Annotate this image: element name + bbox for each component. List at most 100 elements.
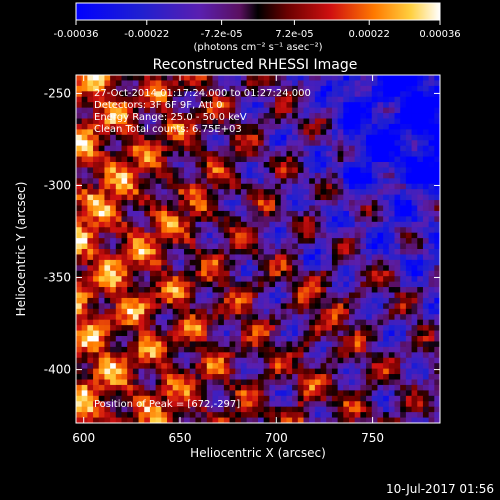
heatmap-cell <box>98 276 105 283</box>
heatmap-cell <box>98 346 105 353</box>
heatmap-cell <box>121 210 128 217</box>
heatmap-cell <box>115 221 122 228</box>
heatmap-cell <box>349 96 356 103</box>
heatmap-cell <box>309 287 316 293</box>
heatmap-cell <box>178 189 185 196</box>
heatmap-cell <box>178 91 185 98</box>
heatmap-cell <box>331 357 339 364</box>
heatmap-cell <box>400 395 407 402</box>
heatmap-cell <box>212 189 219 196</box>
heatmap-cell <box>309 259 316 266</box>
heatmap-cell <box>349 238 356 244</box>
heatmap-cell <box>258 162 265 168</box>
heatmap-cell <box>76 151 83 157</box>
heatmap-cell <box>326 412 333 418</box>
heatmap-cell <box>331 412 339 418</box>
heatmap-cell <box>326 205 333 212</box>
heatmap-cell <box>138 308 145 315</box>
heatmap-cell <box>110 303 117 310</box>
heatmap-cell <box>127 390 134 397</box>
heatmap-cell <box>394 265 401 272</box>
heatmap-cell <box>422 210 430 217</box>
heatmap-cell <box>371 390 378 397</box>
heatmap-cell <box>87 308 94 315</box>
heatmap-cell <box>240 140 248 147</box>
heatmap-cell <box>98 281 105 288</box>
heatmap-cell <box>388 357 395 364</box>
heatmap-cell <box>252 162 259 168</box>
heatmap-cell <box>195 227 202 234</box>
heatmap-cell <box>252 238 259 244</box>
heatmap-cell <box>115 325 122 331</box>
heatmap-cell <box>405 96 412 103</box>
heatmap-cell <box>115 379 122 386</box>
heatmap-cell <box>121 145 128 152</box>
heatmap-cell <box>383 254 390 261</box>
heatmap-cell <box>422 151 430 157</box>
heatmap-cell <box>110 221 117 228</box>
heatmap-cell <box>149 183 157 190</box>
heatmap-cell <box>297 314 304 321</box>
heatmap-cell <box>115 412 122 418</box>
heatmap-cell <box>252 118 259 125</box>
heatmap-cell <box>149 162 157 168</box>
heatmap-cell <box>93 96 100 103</box>
heatmap-cell <box>434 292 441 299</box>
heatmap-cell <box>167 200 174 206</box>
heatmap-cell <box>258 210 265 217</box>
heatmap-cell <box>149 227 157 234</box>
heatmap-cell <box>320 325 327 331</box>
heatmap-cell <box>76 102 83 109</box>
heatmap-cell <box>400 238 407 244</box>
heatmap-cell <box>417 379 424 386</box>
heatmap-cell <box>223 189 230 196</box>
heatmap-cell <box>155 417 162 424</box>
heatmap-cell <box>76 412 83 418</box>
heatmap-cell <box>434 123 441 130</box>
heatmap-cell <box>263 325 270 331</box>
heatmap-cell <box>93 172 100 179</box>
heatmap-cell <box>93 243 100 250</box>
heatmap-cell <box>337 406 344 413</box>
heatmap-cell <box>115 113 122 119</box>
heatmap-cell <box>292 265 299 272</box>
heatmap-cell <box>155 341 162 348</box>
heatmap-cell <box>172 330 179 337</box>
heatmap-cell <box>184 341 191 348</box>
heatmap-cell <box>161 75 168 81</box>
heatmap-cell <box>235 292 242 299</box>
heatmap-cell <box>292 243 299 250</box>
heatmap-cell <box>218 417 225 424</box>
heatmap-cell <box>297 406 304 413</box>
heatmap-cell <box>132 151 139 157</box>
heatmap-cell <box>161 406 168 413</box>
heatmap-cell <box>252 336 259 342</box>
heatmap-cell <box>314 325 321 331</box>
heatmap-cell <box>155 80 162 87</box>
heatmap-cell <box>258 346 265 353</box>
heatmap-cell <box>195 172 202 179</box>
heatmap-cell <box>280 194 287 201</box>
heatmap-cell <box>377 357 384 364</box>
heatmap-cell <box>400 254 407 261</box>
heatmap-cell <box>98 194 105 201</box>
heatmap-cell <box>337 200 344 206</box>
heatmap-cell <box>167 374 174 380</box>
heatmap-cell <box>127 259 134 266</box>
heatmap-cell <box>235 265 242 272</box>
heatmap-cell <box>388 395 395 402</box>
heatmap-cell <box>76 243 83 250</box>
heatmap-cell <box>87 107 94 114</box>
heatmap-cell <box>331 368 339 375</box>
heatmap-cell <box>405 308 412 315</box>
heatmap-cell <box>201 134 208 141</box>
heatmap-cell <box>349 276 356 283</box>
heatmap-cell <box>309 91 316 98</box>
heatmap-cell <box>366 221 373 228</box>
heatmap-cell <box>127 151 134 157</box>
heatmap-cell <box>161 216 168 223</box>
heatmap-cell <box>326 346 333 353</box>
heatmap-cell <box>428 172 435 179</box>
heatmap-cell <box>81 221 88 228</box>
heatmap-cell <box>263 259 270 266</box>
